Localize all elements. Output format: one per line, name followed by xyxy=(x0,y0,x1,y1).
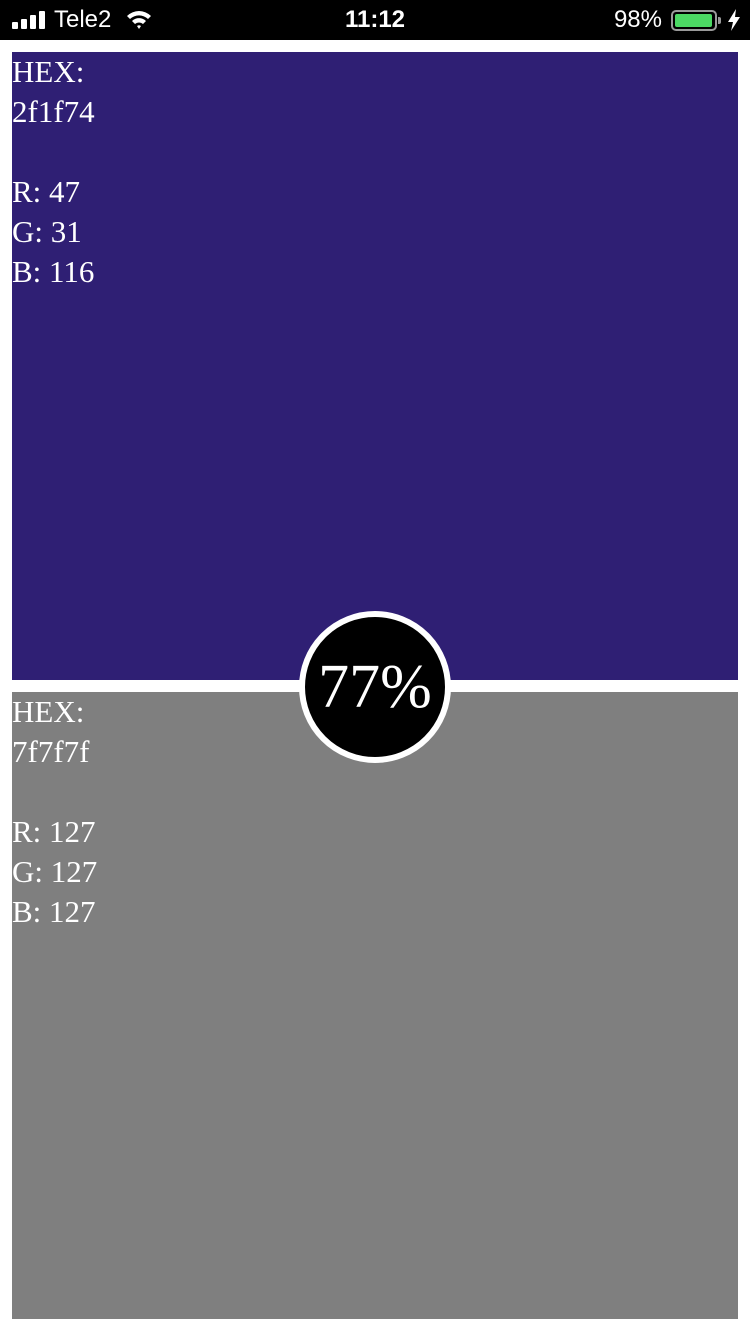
hex-label: HEX: xyxy=(12,694,85,729)
signal-icon xyxy=(12,11,46,29)
match-percentage-badge[interactable]: 77% xyxy=(299,611,451,763)
green-value: G: 31 xyxy=(12,214,82,249)
green-value: G: 127 xyxy=(12,854,98,889)
battery-cap xyxy=(718,17,721,24)
status-bar: Tele2 11:12 98% xyxy=(0,0,750,40)
color-panel-top[interactable]: HEX: 2f1f74 R: 47 G: 31 B: 116 xyxy=(12,52,738,680)
carrier-name: Tele2 xyxy=(54,6,112,33)
charging-bolt-icon xyxy=(728,9,740,31)
hex-value: 2f1f74 xyxy=(12,94,95,129)
spacer xyxy=(12,772,738,812)
battery-level xyxy=(675,14,713,27)
red-value: R: 127 xyxy=(12,814,96,849)
red-value: R: 47 xyxy=(12,174,81,209)
spacer xyxy=(12,132,738,172)
wifi-icon xyxy=(127,11,151,29)
blue-value: B: 127 xyxy=(12,894,96,929)
hex-value: 7f7f7f xyxy=(12,734,90,769)
blue-value: B: 116 xyxy=(12,254,95,289)
battery-icon xyxy=(671,10,717,31)
clock: 11:12 xyxy=(344,6,406,33)
battery-percent: 98% xyxy=(613,6,662,33)
hex-label: HEX: xyxy=(12,54,85,89)
color-panel-bottom[interactable]: HEX: 7f7f7f R: 127 G: 127 B: 127 xyxy=(12,692,738,1319)
